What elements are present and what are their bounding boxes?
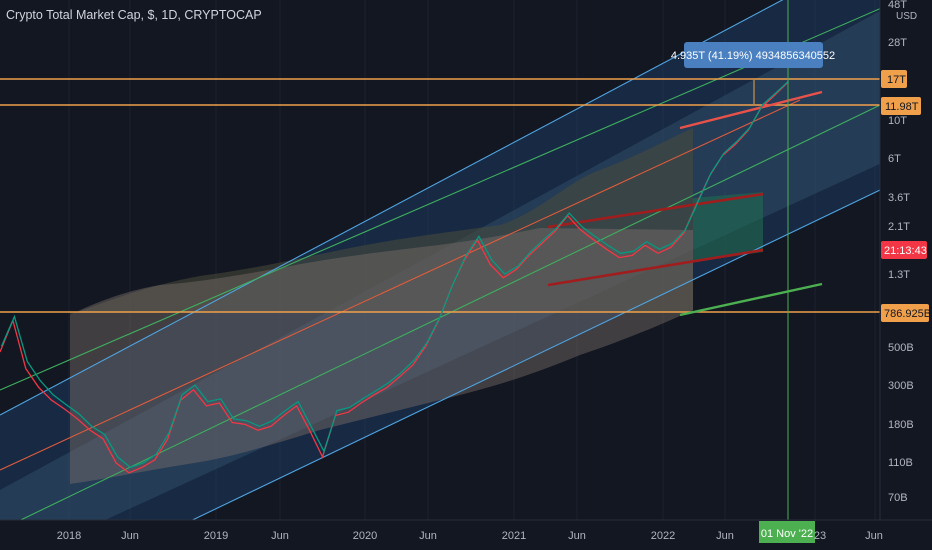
y-tick: 28T — [888, 37, 907, 49]
price-tag-label: 17T — [887, 74, 906, 86]
x-tick: 2022 — [651, 530, 675, 542]
crosshair-date-bg — [759, 521, 815, 543]
x-tick: Jun — [271, 530, 289, 542]
x-tick: Jun — [121, 530, 139, 542]
price-tag-11-98t — [881, 97, 921, 115]
y-tick: 110B — [888, 457, 913, 469]
x-tick: 2021 — [502, 530, 526, 542]
x-tick: Jun — [568, 530, 586, 542]
outer-top-line — [0, 0, 784, 416]
price-tag-time — [881, 241, 927, 259]
wedge-lines — [547, 192, 764, 287]
red-mid-line — [0, 99, 801, 471]
x-tick: Jun — [716, 530, 734, 542]
y-ticks: 48T 28T 10T 6T 3.6T 2.1T 1.3T 500B 300B … — [888, 0, 914, 504]
wedge-bottom — [547, 248, 764, 287]
price-tag-786b — [881, 304, 929, 322]
crosshair-date-label: 01 Nov '22 — [761, 528, 813, 540]
y-tick: 500B — [888, 342, 914, 354]
y-tick: 2.1T — [888, 221, 910, 233]
price-tag-label: 21:13:43 — [884, 245, 927, 257]
x-tick: Jun — [865, 530, 883, 542]
price-tags: 17T 11.98T 21:13:43 786.925B — [881, 70, 931, 322]
x-tick: Jun — [419, 530, 437, 542]
chart-title: Crypto Total Market Cap, $, 1D, CRYPTOCA… — [6, 8, 262, 22]
y-tick: 3.6T — [888, 192, 910, 204]
y-tick: 300B — [888, 380, 914, 392]
measure-tooltip-bg — [684, 42, 823, 68]
price-tag-label: 786.925B — [884, 308, 931, 320]
breakout-zone-fill — [693, 192, 763, 262]
price-series — [0, 80, 789, 474]
x-ticks: 2018 Jun 2019 Jun 2020 Jun 2021 Jun 2022… — [57, 521, 883, 543]
price-line — [0, 80, 789, 469]
y-tick: 1.3T — [888, 269, 910, 281]
y-tick: 10T — [888, 115, 907, 127]
x-tick: 2020 — [353, 530, 377, 542]
upper-band-fill — [70, 128, 693, 315]
red-resistance-line — [679, 90, 823, 130]
green-support-line — [679, 282, 823, 317]
y-tick: 48T — [888, 0, 907, 11]
y-tick: 6T — [888, 153, 901, 165]
y-tick: 180B — [888, 419, 914, 431]
x-tick: 2019 — [204, 530, 228, 542]
currency-label: USD — [896, 11, 918, 22]
x-tick: 2018 — [57, 530, 81, 542]
price-tag-label: 11.98T — [885, 101, 919, 113]
y-tick: 70B — [888, 492, 908, 504]
measure-tooltip-text: 4.935T (41.19%) 4934856340552 — [671, 50, 835, 62]
price-line — [0, 82, 788, 474]
level-lines — [0, 78, 880, 313]
x-tick: 23 — [814, 530, 826, 542]
wedge-top — [547, 192, 764, 229]
price-tag-17t — [881, 70, 907, 88]
